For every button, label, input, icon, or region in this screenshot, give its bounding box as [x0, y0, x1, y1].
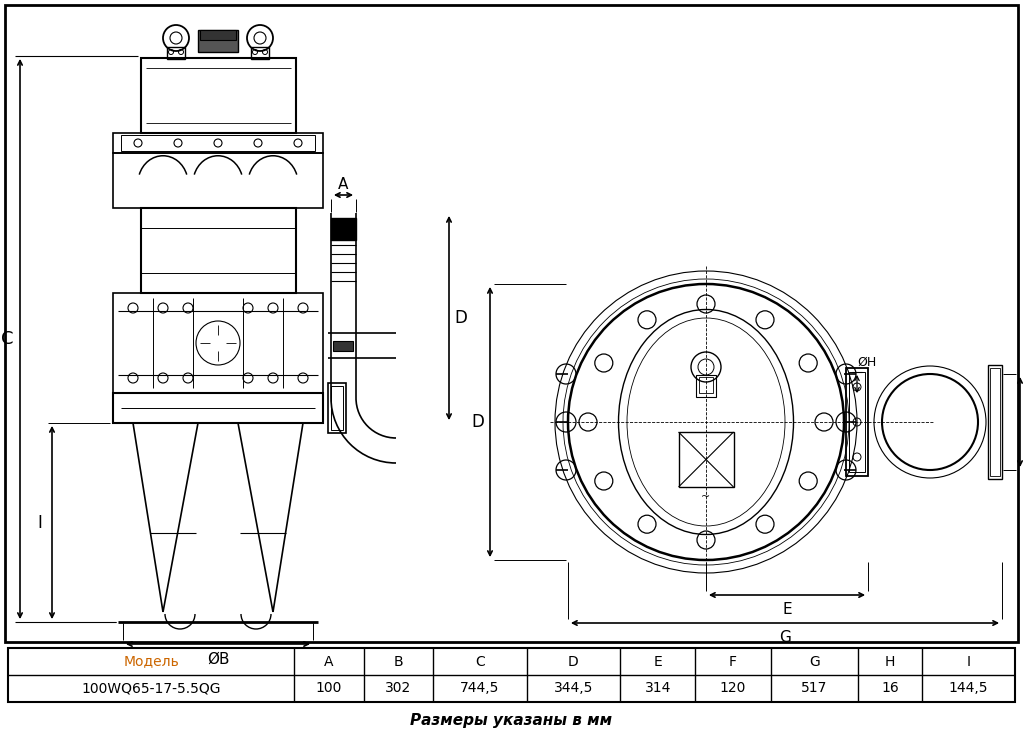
Bar	[331, 386, 343, 430]
Circle shape	[553, 269, 859, 575]
Bar	[251, 47, 269, 59]
Bar	[121, 135, 315, 151]
Text: B: B	[394, 654, 403, 668]
Text: D: D	[472, 413, 485, 431]
Bar	[5, 5, 1018, 642]
Text: A: A	[324, 654, 333, 668]
Bar	[140, 58, 296, 133]
Bar	[8, 648, 1015, 702]
Bar	[113, 393, 323, 423]
Text: 744,5: 744,5	[460, 682, 499, 696]
Text: H: H	[885, 654, 895, 668]
Text: ØB: ØB	[207, 652, 229, 666]
Text: E: E	[783, 601, 792, 616]
Bar	[990, 368, 1000, 476]
Text: 344,5: 344,5	[553, 682, 593, 696]
Text: 120: 120	[720, 682, 747, 696]
Bar	[140, 208, 296, 293]
Bar	[849, 372, 865, 472]
Bar	[678, 432, 733, 487]
Text: I: I	[38, 514, 42, 531]
Text: D: D	[454, 309, 468, 327]
Text: E: E	[654, 654, 662, 668]
Bar	[198, 30, 238, 52]
Text: Размеры указаны в мм: Размеры указаны в мм	[410, 713, 613, 727]
Text: 517: 517	[801, 682, 828, 696]
Bar	[696, 375, 716, 397]
Bar	[113, 153, 323, 208]
Text: ØH: ØH	[857, 355, 877, 368]
Text: 302: 302	[386, 682, 411, 696]
Bar	[331, 218, 356, 240]
Text: G: G	[809, 654, 819, 668]
Text: A: A	[339, 176, 349, 192]
Text: 144,5: 144,5	[948, 682, 988, 696]
Bar	[333, 340, 353, 351]
Bar	[988, 365, 1002, 479]
Text: G: G	[780, 629, 791, 644]
Text: 100WQ65-17-5.5QG: 100WQ65-17-5.5QG	[82, 682, 221, 696]
Bar	[113, 133, 323, 153]
Bar	[328, 383, 346, 433]
Text: C: C	[1, 330, 13, 348]
Text: ~: ~	[702, 492, 711, 502]
Bar	[167, 47, 185, 59]
Text: Модель: Модель	[124, 654, 179, 668]
Bar	[699, 377, 713, 393]
Text: F: F	[729, 654, 738, 668]
Text: 16: 16	[881, 682, 899, 696]
Bar	[846, 368, 868, 476]
Text: C: C	[475, 654, 485, 668]
Bar	[201, 30, 236, 40]
Text: 100: 100	[316, 682, 343, 696]
Text: D: D	[568, 654, 579, 668]
Text: 314: 314	[644, 682, 671, 696]
Text: I: I	[967, 654, 970, 668]
Bar	[113, 293, 323, 393]
